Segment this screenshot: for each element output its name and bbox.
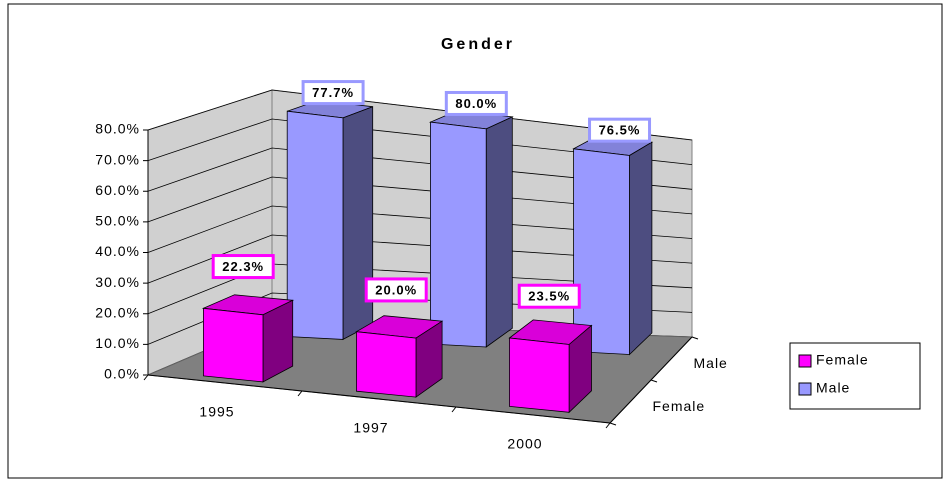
x-tick (143, 374, 149, 381)
x-tick (297, 390, 303, 397)
data-label-box (588, 117, 652, 143)
bar (429, 121, 487, 348)
bar-side (485, 116, 513, 348)
y-tick-label: 50.0% (95, 213, 140, 229)
legend-swatch (798, 354, 812, 368)
grid-line (147, 234, 693, 284)
legend-label: Female (816, 352, 869, 368)
data-label: 20.0% (375, 282, 417, 297)
y-tick-label: 70.0% (95, 151, 140, 167)
data-label-box (364, 277, 428, 303)
bar (286, 110, 344, 340)
data-label: 77.7% (312, 85, 354, 100)
data-label-box (517, 283, 581, 309)
y-tick-label: 20.0% (95, 304, 140, 320)
x-tick-label: 1997 (353, 420, 388, 436)
bar-side (342, 106, 374, 341)
y-tick-label: 60.0% (95, 182, 140, 198)
x-tick (451, 406, 457, 413)
grid-line (147, 176, 693, 223)
bar-side (629, 141, 653, 356)
grid-line (147, 89, 693, 141)
grid-line (147, 118, 693, 165)
depth-tick (609, 422, 617, 426)
bar (202, 307, 264, 383)
y-tick-label: 40.0% (95, 243, 140, 259)
depth-tick (691, 336, 699, 340)
x-tick-label: 2000 (507, 436, 542, 452)
y-tick-label: 0.0% (104, 366, 140, 382)
depth-tick (650, 379, 658, 383)
legend-swatch (798, 382, 812, 396)
y-tick-label: 80.0% (95, 121, 140, 137)
x-axis (147, 374, 611, 424)
bar (508, 337, 570, 413)
y-tick-label: 10.0% (95, 335, 140, 351)
legend-frame (789, 342, 921, 410)
bar (355, 331, 417, 398)
grid-line (147, 147, 693, 192)
x-tick (605, 422, 611, 429)
data-label: 80.0% (455, 96, 497, 111)
grid-line (147, 205, 693, 253)
x-tick-label: 1995 (199, 404, 234, 420)
data-label: 76.5% (599, 123, 641, 138)
depth-label: Male (694, 355, 728, 371)
data-label: 23.5% (528, 289, 570, 304)
legend-label: Male (816, 380, 850, 396)
depth-label: Female (653, 398, 706, 414)
data-label-box (444, 90, 508, 116)
bar (573, 148, 630, 355)
chart-title: Gender (441, 36, 515, 53)
data-label: 22.3% (222, 259, 264, 274)
data-label-box (211, 254, 275, 280)
data-label-box (301, 80, 365, 106)
y-tick-label: 30.0% (95, 274, 140, 290)
